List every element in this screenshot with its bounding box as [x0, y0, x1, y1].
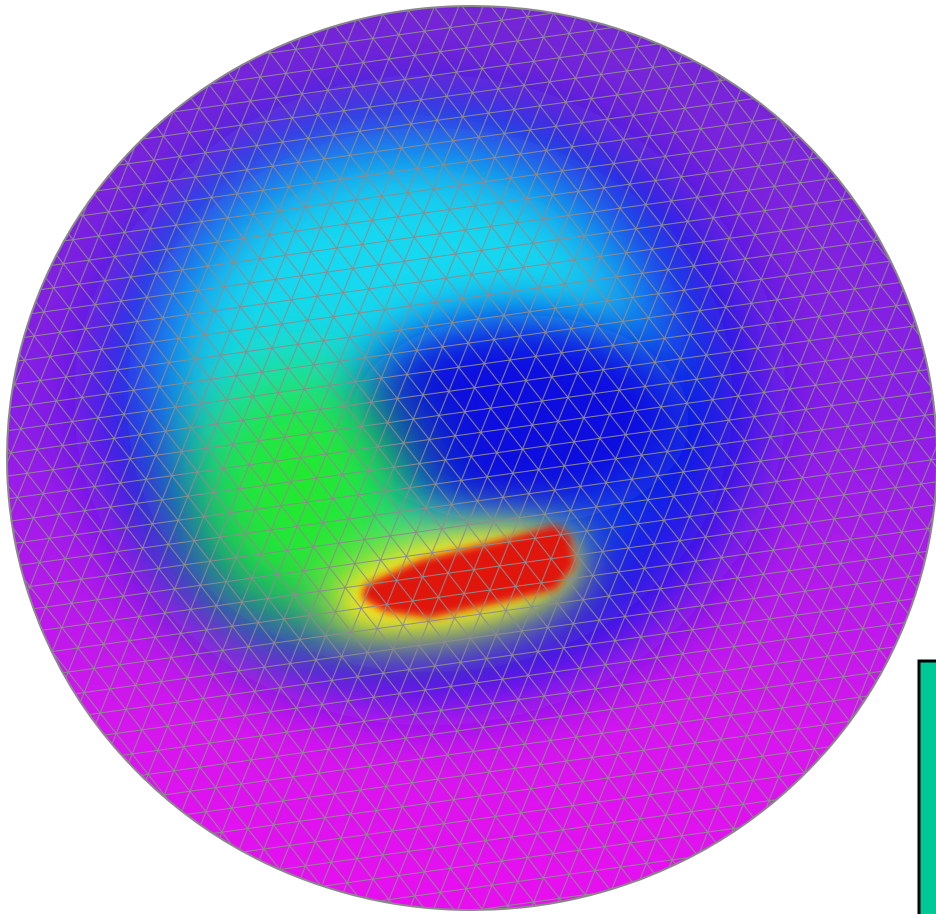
sphere: [0, 0, 936, 914]
mesh-overlay: [0, 0, 936, 914]
page: Mesh visualization {} html, body { margi…: [0, 0, 936, 914]
visualization: [0, 0, 936, 914]
side-panel: [919, 661, 936, 914]
body: (() => { const data = JSON.parse(documen…: [0, 0, 936, 914]
